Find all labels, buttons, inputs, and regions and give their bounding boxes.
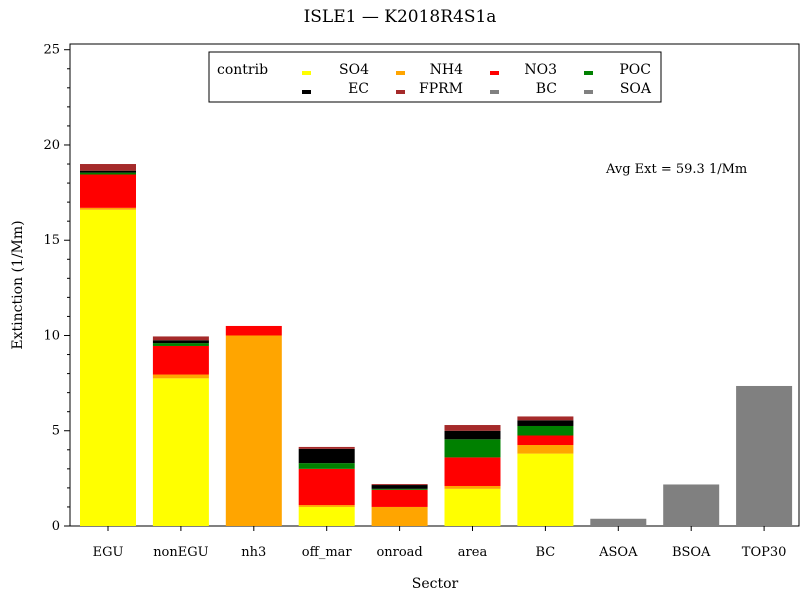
bar-segment-no3-off_mar [298,468,355,506]
bar-segment-fprm-nonegu [152,336,209,341]
bar-segment-fprm-area [444,425,501,431]
y-axis-label: Extinction (1/Mm) [10,220,26,349]
bar-segment-no3-onroad [371,489,428,507]
x-axis: EGU nonEGU nh3 off_mar onroad area BC ASOA BSOA T… [93,526,787,560]
bar-segment-nh4-area [444,485,501,489]
y-axis: 0 5 10 15 20 25 [43,43,70,534]
x-tick-label: BSOA [672,545,711,560]
legend-label-ec: EC [348,81,369,97]
bar-segment-ec-egu [80,170,136,173]
bar-segment-so4-bc [517,453,574,526]
bar-segment-ec-onroad [371,485,428,489]
bar-segment-no3-nh3 [225,325,282,336]
bar-segment-nh4-nh3 [225,335,282,526]
bar-segment-ec-area [444,430,501,440]
bar-segment-poc-egu [80,172,136,175]
y-tick-label: 10 [43,328,60,343]
x-tick-label: onroad [376,545,422,560]
bar-segment-fprm-egu [80,164,136,171]
y-tick-label: 20 [43,138,60,153]
bar-segment-nh4-off_mar [298,505,355,507]
bar-segment-ec-off_mar [298,448,355,464]
bar-segment-ec-nonegu [152,340,209,344]
bar-segment-poc-onroad [371,488,428,490]
x-axis-label: Sector [412,576,459,592]
bar-segment-nh4-nonegu [152,374,209,379]
bar-segment-poc-nonegu [152,343,209,346]
bar-segment-fprm-bc [517,416,574,421]
bar-segment-nh4-onroad [371,506,428,526]
legend-swatch-ec [302,90,311,94]
bar-segment-so4-egu [80,209,136,526]
y-tick-label: 15 [43,233,60,248]
bar-segment-so4-area [444,488,501,526]
bar-segment-fprm-onroad [371,484,428,486]
legend-swatch-poc [584,71,593,75]
bar-segment-soa-bsoa [663,484,720,526]
x-tick-label: nonEGU [153,545,208,560]
bar-segment-no3-egu [80,174,136,208]
x-tick-label: TOP30 [742,545,787,560]
bars-group [80,164,793,526]
legend-swatch-so4 [302,71,311,75]
bar-segment-so4-off_mar [298,506,355,526]
plot-frame [69,43,800,527]
x-tick-label: off_mar [302,545,353,560]
legend-label-bc: BC [536,81,557,97]
x-tick-label: ASOA [598,545,638,560]
bar-segment-soa-top30 [736,385,793,526]
legend-entries: SO4 NH4 NO3 POC EC FPRM BC SOA [302,62,652,97]
x-tick-label: BC [536,545,556,560]
legend-swatch-soa [584,90,593,94]
bar-segment-poc-area [444,439,501,458]
y-tick-label: 5 [52,424,60,439]
legend-label-no3: NO3 [524,62,557,78]
legend-swatch-fprm [396,90,405,94]
y-tick-label: 0 [52,519,60,534]
bar-segment-poc-bc [517,425,574,436]
legend-label-nh4: NH4 [430,62,463,78]
bar-segment-nh4-bc [517,445,574,454]
bar-segment-no3-nonegu [152,345,209,375]
x-tick-label: area [458,545,488,560]
legend-swatch-bc [490,90,499,94]
legend-label-so4: SO4 [339,62,369,78]
bar-segment-nh4-egu [80,207,136,210]
bar-segment-ec-bc [517,420,574,426]
x-tick-label: EGU [93,545,124,560]
chart-title: ISLE1 — K2018R4S1a [304,7,497,27]
bar-segment-soa-asoa [590,518,647,526]
bar-segment-poc-off_mar [298,463,355,469]
legend-label-poc: POC [619,62,651,78]
bar-segment-so4-nonegu [152,378,209,526]
legend-title: contrib [217,62,268,78]
bar-segment-fprm-off_mar [298,446,355,449]
avg-ext-annotation: Avg Ext = 59.3 1/Mm [605,162,747,177]
legend-label-soa: SOA [620,81,652,97]
legend-swatch-no3 [490,71,499,75]
x-tick-label: nh3 [241,545,266,560]
legend-swatch-nh4 [396,71,405,75]
bar-segment-no3-bc [517,435,574,446]
legend-label-fprm: FPRM [419,81,463,97]
y-tick-label: 25 [43,43,60,58]
bar-segment-no3-area [444,457,501,486]
